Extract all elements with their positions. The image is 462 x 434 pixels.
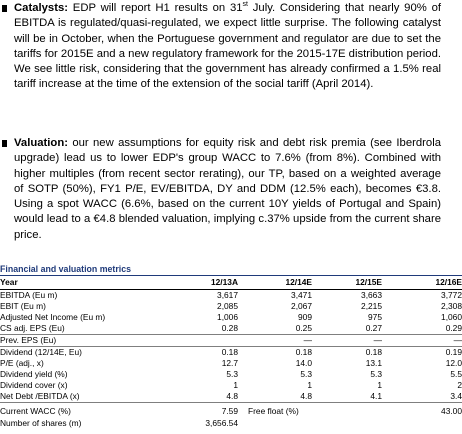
cell: 1 <box>377 380 382 390</box>
row-label: Dividend (12/14E, Eu) <box>0 346 150 358</box>
cell <box>150 334 238 347</box>
shares-value: 3,656.54 <box>205 418 238 428</box>
table-row: Prev. EPS (Eu) — — — <box>0 334 462 347</box>
financial-metrics-table: Year 12/13A 12/14E 12/15E 12/16E EBITDA … <box>0 277 462 403</box>
shares-label: Number of shares (m) <box>0 418 82 428</box>
cell: 909 <box>298 312 312 322</box>
cell: 0.28 <box>221 323 238 333</box>
cell: 0.25 <box>295 323 312 333</box>
cell: 4.1 <box>312 391 382 403</box>
footer-row: Current WACC (%) 7.59 Free float (%) 43.… <box>0 405 462 417</box>
table-row: EBIT (Eu m) 2,085 2,067 2,215 2,308 <box>0 301 462 312</box>
catalysts-paragraph: Catalysts: EDP will report H1 results on… <box>14 1 441 93</box>
cell: 1 <box>233 380 238 390</box>
wacc-value: 7.59 <box>221 406 238 416</box>
cell: 0.18 <box>238 346 312 358</box>
cell: 4.8 <box>150 391 238 403</box>
cell: 3,617 <box>217 290 238 300</box>
cell: 5.5 <box>450 369 462 379</box>
cell: 2,067 <box>291 301 312 311</box>
cell: 5.3 <box>370 369 382 379</box>
wacc-label: Current WACC (%) <box>0 406 71 416</box>
cell: 3,772 <box>441 290 462 300</box>
row-label: Dividend yield (%) <box>0 369 68 379</box>
row-label: EBITDA (Eu m) <box>0 290 58 300</box>
row-label: EBIT (Eu m) <box>0 301 46 311</box>
footer-row: Number of shares (m) 3,656.54 <box>0 417 462 429</box>
header-cell: 12/16E <box>382 277 462 290</box>
row-label: Dividend cover (x) <box>0 380 68 390</box>
catalysts-lead: Catalysts: <box>14 2 68 14</box>
cell: 5.3 <box>300 369 312 379</box>
header-cell: Year <box>0 277 150 290</box>
table-row: EBITDA (Eu m) 3,617 3,471 3,663 3,772 <box>0 290 462 302</box>
header-cell: 12/15E <box>312 277 382 290</box>
header-cell: 12/14E <box>238 277 312 290</box>
bullet-marker <box>2 140 7 147</box>
cell: 12.7 <box>221 358 238 368</box>
cell: 1,006 <box>217 312 238 322</box>
table-row: P/E (adj., x) 12.7 14.0 13.1 12.0 <box>0 358 462 369</box>
table-row: Dividend yield (%) 5.3 5.3 5.3 5.5 <box>0 369 462 380</box>
cell: — <box>382 334 462 347</box>
bullet-marker <box>2 5 7 12</box>
cell: — <box>238 334 312 347</box>
table-row: CS adj. EPS (Eu) 0.28 0.25 0.27 0.29 <box>0 323 462 335</box>
table-footer: Current WACC (%) 7.59 Free float (%) 43.… <box>0 405 462 429</box>
table-header-row: Year 12/13A 12/14E 12/15E 12/16E <box>0 277 462 290</box>
cell: 2,308 <box>441 301 462 311</box>
catalysts-bullet: Catalysts: EDP will report H1 results on… <box>2 1 441 93</box>
cell: 1 <box>307 380 312 390</box>
cell: 1,060 <box>441 312 462 322</box>
catalysts-text-a: EDP will report H1 results on 31 <box>68 2 243 14</box>
catalysts-sup: st <box>242 1 248 9</box>
valuation-bullet: Valuation: our new assumptions for equit… <box>2 136 441 243</box>
cell: 0.27 <box>365 323 382 333</box>
header-cell: 12/13A <box>150 277 238 290</box>
cell: 2,085 <box>217 301 238 311</box>
cell: 975 <box>368 312 382 322</box>
valuation-text: our new assumptions for equity risk and … <box>14 137 441 241</box>
cell: 14.0 <box>295 358 312 368</box>
table-row: Dividend cover (x) 1 1 1 2 <box>0 380 462 391</box>
catalysts-text-b: July. Considering that nearly 90% of EBI… <box>14 2 441 91</box>
cell: 3,471 <box>291 290 312 300</box>
cell: 3.4 <box>382 391 462 403</box>
cell: 2 <box>457 380 462 390</box>
cell: 0.29 <box>445 323 462 333</box>
table-row: Dividend (12/14E, Eu) 0.18 0.18 0.18 0.1… <box>0 346 462 358</box>
cell: 13.1 <box>365 358 382 368</box>
free-float-value: 43.00 <box>441 406 462 416</box>
cell: 0.18 <box>150 346 238 358</box>
table-row: Adjusted Net Income (Eu m) 1,006 909 975… <box>0 312 462 323</box>
cell: 0.18 <box>312 346 382 358</box>
free-float-label: Free float (%) <box>248 406 299 416</box>
cell: 3,663 <box>361 290 382 300</box>
valuation-lead: Valuation: <box>14 137 68 149</box>
table-title: Financial and valuation metrics <box>0 264 462 276</box>
cell: 2,215 <box>361 301 382 311</box>
row-label: Adjusted Net Income (Eu m) <box>0 312 106 322</box>
cell: 0.19 <box>382 346 462 358</box>
row-label: CS adj. EPS (Eu) <box>0 323 65 333</box>
row-label: Net Debt /EBITDA (x) <box>0 391 150 403</box>
cell: 4.8 <box>238 391 312 403</box>
cell: 12.0 <box>445 358 462 368</box>
row-label: P/E (adj., x) <box>0 358 44 368</box>
cell: 5.3 <box>226 369 238 379</box>
cell: — <box>312 334 382 347</box>
valuation-paragraph: Valuation: our new assumptions for equit… <box>14 136 441 243</box>
row-label: Prev. EPS (Eu) <box>0 334 150 347</box>
table-row: Net Debt /EBITDA (x) 4.8 4.8 4.1 3.4 <box>0 391 462 403</box>
